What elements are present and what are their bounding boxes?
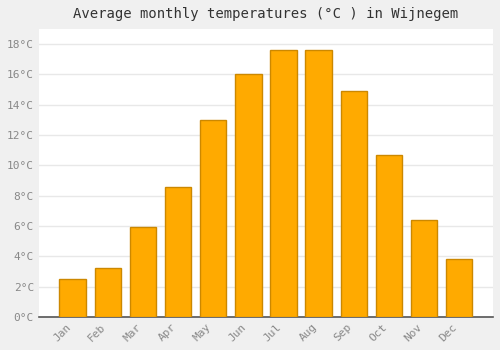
Bar — [200, 120, 226, 317]
Bar — [376, 155, 402, 317]
Bar — [411, 220, 438, 317]
Bar — [130, 228, 156, 317]
Bar — [60, 279, 86, 317]
Title: Average monthly temperatures (°C ) in Wijnegem: Average monthly temperatures (°C ) in Wi… — [74, 7, 458, 21]
Bar — [235, 75, 262, 317]
Bar — [446, 259, 472, 317]
Bar — [306, 50, 332, 317]
Bar — [94, 268, 121, 317]
Bar — [165, 187, 191, 317]
Bar — [270, 50, 296, 317]
Bar — [340, 91, 367, 317]
